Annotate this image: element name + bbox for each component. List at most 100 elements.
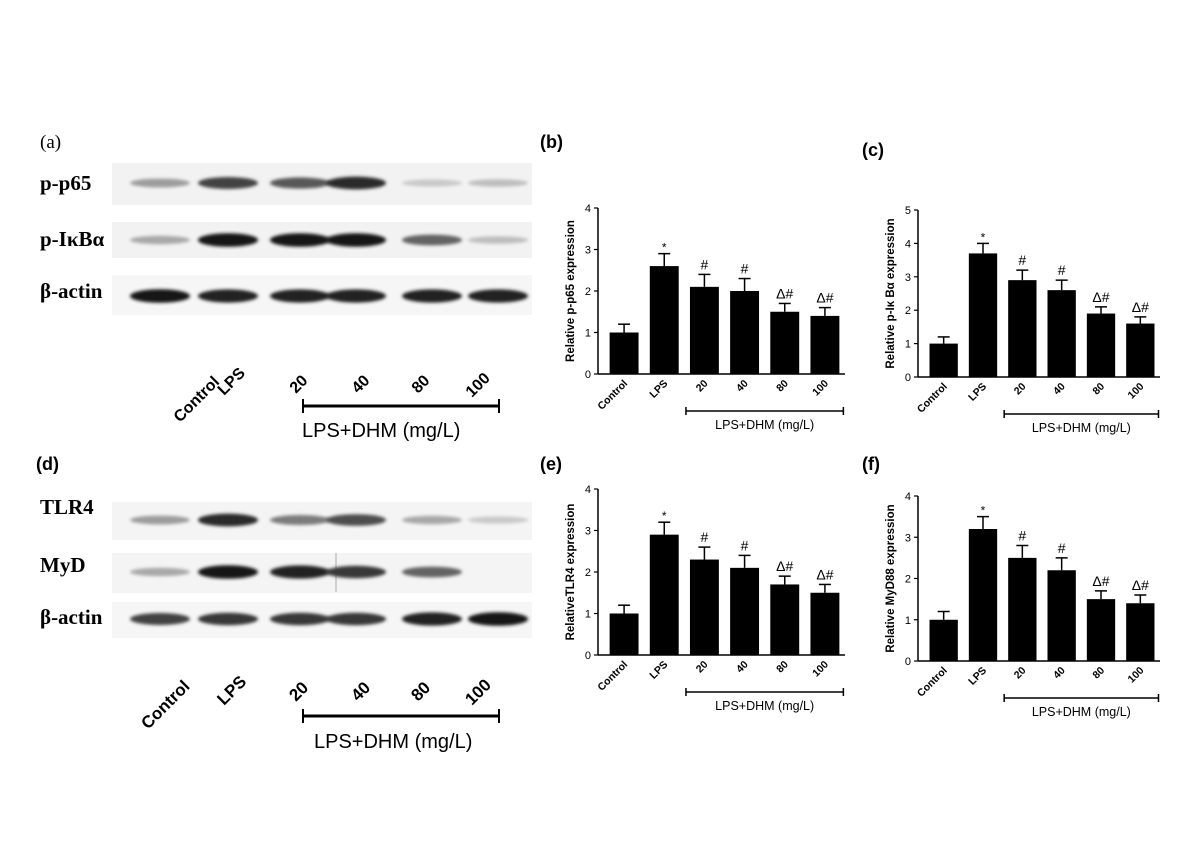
annotation-e-1: * [662,509,667,523]
bar-e-0 [609,613,639,655]
band-d-r2-l3 [326,612,386,626]
band-a-r1-l3 [326,233,386,247]
y-axis-label-b: Relative p-p65 expression [565,220,577,362]
category-label-f-5: 100 [1126,665,1147,686]
annotation-e-5: Δ# [816,566,833,582]
category-label-b-4: 80 [774,378,791,395]
band-d-r1-l1 [198,565,258,579]
y-tick-label-b-2: 2 [585,286,591,298]
band-a-r0-l4 [402,179,462,187]
band-d-r2-l0 [130,613,190,625]
lane-label-a-40: 40 [349,372,374,397]
group-label-d: LPS+DHM (mg/L) [314,731,472,753]
annotation-f-4: Δ# [1092,573,1109,589]
row-label-beta-actin-a: β-actin [40,279,103,303]
bar-b-3 [730,291,760,374]
category-label-b-0: Control [595,378,630,413]
lane-label-d-100: 100 [461,675,494,708]
lane-label-d-80: 80 [407,678,434,705]
category-label-f-2: 20 [1012,665,1029,682]
category-label-b-2: 20 [694,378,711,395]
band-d-r1-l3 [326,565,386,579]
category-label-e-0: Control [595,659,630,694]
bar-c-3 [1047,290,1076,377]
bar-f-3 [1047,570,1076,661]
band-d-r0-l4 [402,515,462,525]
y-axis-label-f: Relative MyD88 expression [885,504,897,652]
category-label-e-3: 40 [734,659,751,676]
annotation-b-3: # [741,261,749,277]
category-label-e-5: 100 [810,659,831,680]
category-label-f-4: 80 [1090,665,1107,682]
bar-chart-b: (b) 0 1 2 3 4 Relative p-p65 expression Control… [540,132,845,432]
annotation-c-5: Δ# [1132,299,1149,315]
bar-b-2 [689,286,719,374]
bar-c-0 [929,343,958,377]
band-a-r2-l1 [198,289,258,303]
y-tick-label-b-0: 0 [585,369,591,381]
bar-chart-e: (e) 0 1 2 3 4 RelativeTLR4 expression Control * L… [540,454,845,713]
row-label-beta-actin-d: β-actin [40,605,103,629]
y-tick-label-f-0: 0 [905,656,911,668]
band-d-r0-l1 [198,513,258,527]
y-tick-label-e-0: 0 [585,650,591,662]
bar-e-4 [770,584,800,655]
category-label-c-3: 40 [1051,381,1068,398]
y-tick-label-b-3: 3 [585,245,591,257]
panel-label-c: (c) [862,140,884,160]
category-label-c-5: 100 [1126,381,1147,402]
category-label-c-2: 20 [1012,381,1029,398]
category-label-c-1: LPS [966,381,989,404]
group-label-e: LPS+DHM (mg/L) [715,699,814,713]
panel-label-d: (d) [36,454,59,474]
annotation-c-4: Δ# [1092,289,1109,305]
band-d-r2-l5 [468,612,528,626]
annotation-e-2: # [701,529,709,545]
category-label-e-2: 20 [694,659,711,676]
panel-label-f: (f) [862,454,880,474]
band-a-r1-l1 [198,233,258,247]
band-a-r2-l3 [326,289,386,303]
annotation-e-4: Δ# [776,558,793,574]
bands-d [130,513,528,626]
y-tick-label-c-3: 3 [905,272,911,284]
band-d-r1-l0 [130,567,190,577]
y-tick-label-c-1: 1 [905,339,911,351]
band-a-r1-l0 [130,235,190,245]
bar-f-4 [1086,599,1116,661]
y-tick-label-c-0: 0 [905,372,911,384]
category-label-f-1: LPS [966,665,989,688]
bar-b-4 [770,311,800,374]
bands-a [130,176,528,303]
annotation-f-3: # [1058,540,1066,556]
bar-b-1 [649,266,679,374]
bar-e-3 [730,567,760,655]
y-tick-label-f-1: 1 [905,615,911,627]
panel-label-a: (a) [40,132,61,153]
category-label-c-4: 80 [1090,381,1107,398]
group-label-c: LPS+DHM (mg/L) [1032,421,1131,435]
lane-label-a-80: 80 [409,372,434,397]
group-label-f: LPS+DHM (mg/L) [1032,705,1131,719]
bar-b-0 [609,332,639,374]
band-a-r0-l1 [198,177,258,189]
y-tick-label-e-4: 4 [585,484,591,496]
annotation-b-2: # [701,256,709,272]
y-tick-label-e-1: 1 [585,609,591,621]
category-label-f-3: 40 [1051,665,1068,682]
blot-panel-a: (a) p-p65 p-IκBα β-actin Control LPS 20 … [40,132,532,442]
y-tick-label-b-1: 1 [585,328,591,340]
group-label-a: LPS+DHM (mg/L) [302,420,460,442]
bar-c-2 [1008,280,1037,377]
annotation-b-1: * [662,241,667,255]
bar-f-2 [1008,557,1037,661]
bar-chart-c: (c) 0 1 2 3 4 5 Relative p-Iκ Bα expression Cont… [862,140,1160,435]
annotation-f-1: * [981,504,986,518]
y-tick-label-f-2: 2 [905,574,911,586]
y-axis-label-c: Relative p-Iκ Bα expression [885,218,897,368]
y-tick-label-e-3: 3 [585,526,591,538]
bar-f-0 [929,619,958,661]
band-d-r0-l0 [130,515,190,525]
annotation-c-3: # [1058,262,1066,278]
